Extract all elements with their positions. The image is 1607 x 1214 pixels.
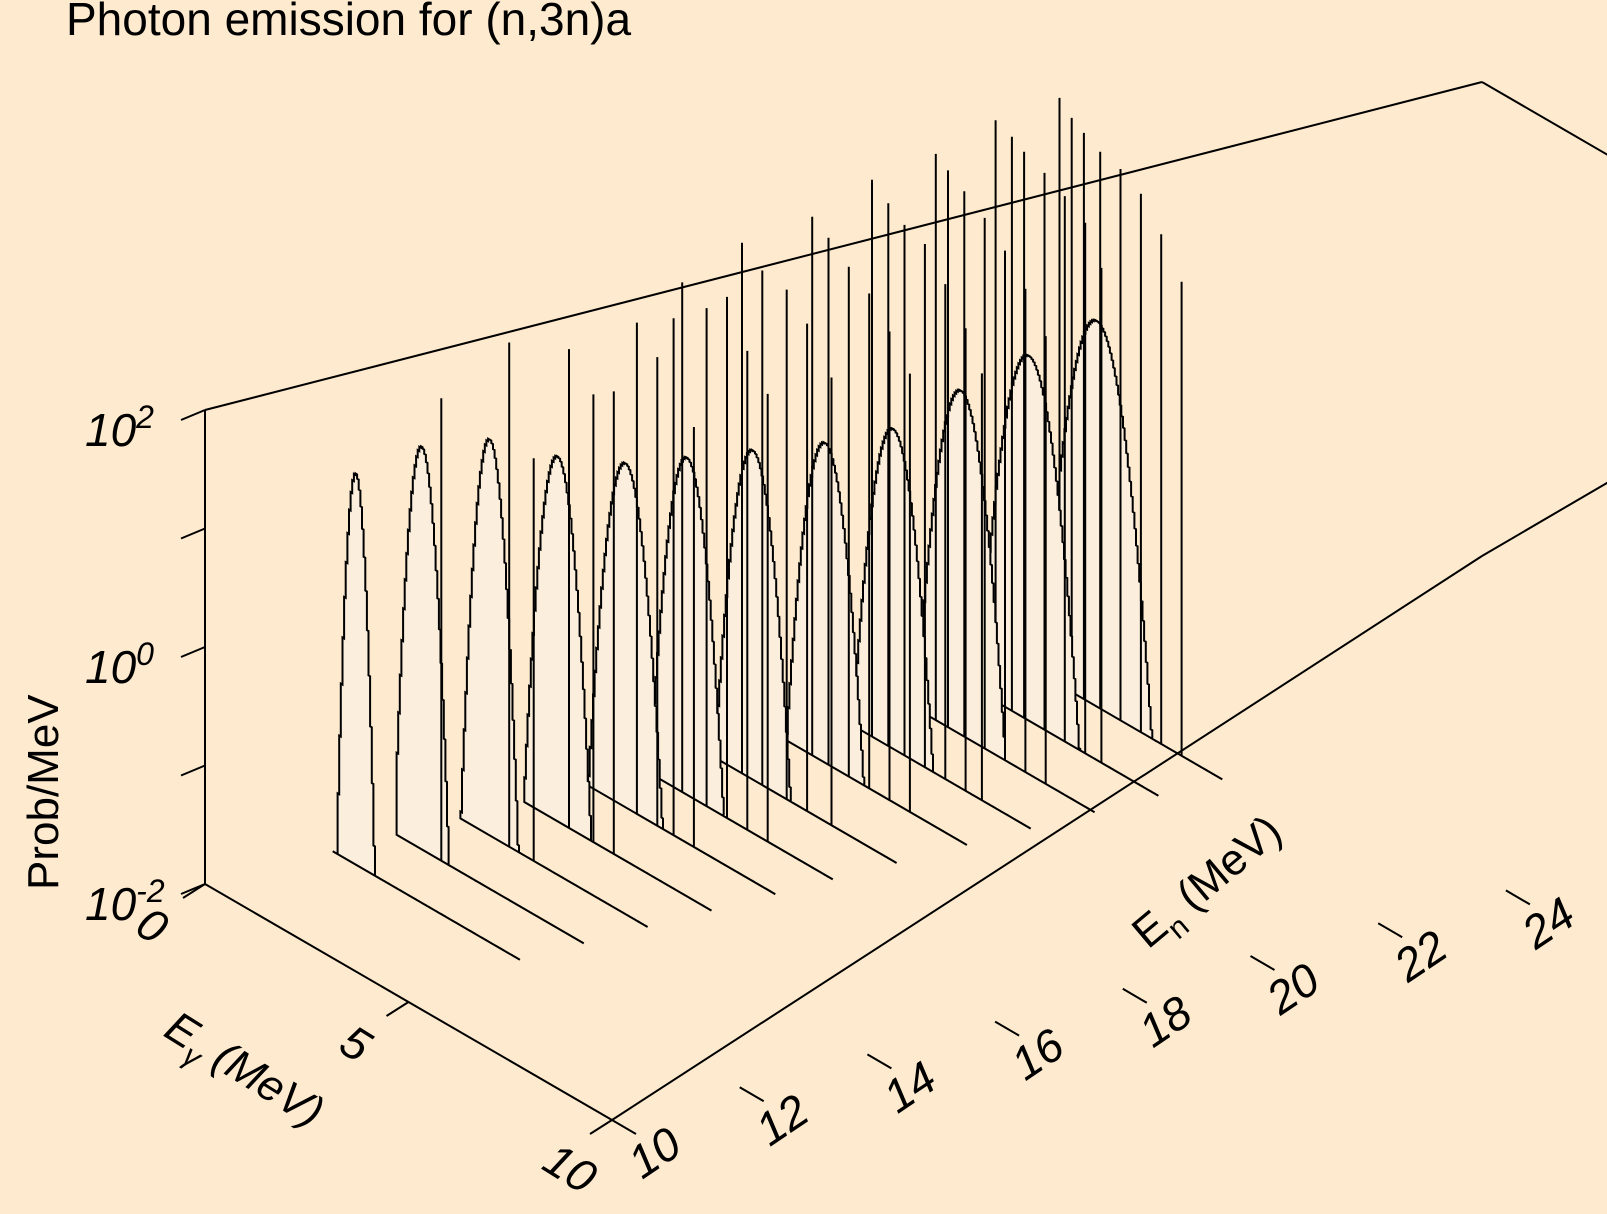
spectrum-area (587, 460, 776, 896)
z-tick-label: 100 (85, 636, 154, 693)
y-axis-line (611, 555, 1483, 1121)
z-tick-label: 102 (85, 399, 154, 456)
y-tick (866, 1053, 892, 1070)
z-minor-tick (180, 527, 206, 540)
x-tick-label: 5 (331, 1014, 381, 1072)
spectrum-area (523, 454, 713, 912)
chart-title: Photon emission for (n,3n)a (66, 0, 632, 45)
spectrum-en-16.9 (645, 282, 834, 881)
spectrum-area (645, 455, 834, 881)
x-tick (589, 1119, 613, 1135)
z-tick (180, 646, 206, 658)
x-tick-label: 10 (535, 1132, 606, 1203)
x-tick (385, 1001, 410, 1017)
spectrum-en-16 (587, 318, 776, 896)
y-tick-label: 16 (1002, 1018, 1074, 1090)
back-wall-top-edge (204, 81, 1483, 411)
z-axis-label: Prob/MeV (19, 694, 68, 890)
y-tick-label: 12 (746, 1084, 818, 1156)
spectrum-en-13 (395, 398, 585, 945)
y-tick (611, 1119, 637, 1135)
z-tick (180, 409, 206, 421)
spectrum-area (708, 448, 898, 864)
spectrum-en-12 (332, 471, 521, 961)
spectrum-area (395, 444, 585, 945)
y-tick-label: 10 (619, 1116, 691, 1188)
y-tick-label: 14 (874, 1051, 946, 1123)
spectrum-area (459, 436, 649, 928)
spectrum-area (332, 471, 521, 961)
y-axis-label: En (MeV) (1123, 806, 1297, 965)
spectrum-en-22 (970, 120, 1159, 797)
y-tick-label: 20 (1256, 952, 1329, 1025)
spectrum-en-17.9 (708, 242, 898, 864)
y-tick (994, 1020, 1020, 1037)
y-tick (1122, 987, 1148, 1004)
y-tick-label: 24 (1512, 887, 1584, 959)
spectrum-en-19 (779, 216, 968, 846)
back-wall-corner-edge (1481, 81, 1607, 156)
spectrum-area (1034, 318, 1223, 781)
y-tick (1249, 955, 1276, 971)
z-minor-tick (180, 764, 206, 777)
x-tick (182, 883, 206, 899)
x-axis-label: Eγ (MeV) (152, 1002, 332, 1145)
spectrum-en-14 (459, 342, 649, 928)
right-wall-edge (1481, 481, 1607, 557)
y-tick (1377, 922, 1403, 939)
y-tick (1505, 889, 1531, 906)
y-tick-label: 22 (1384, 920, 1456, 992)
y-tick (739, 1086, 765, 1103)
y-tick-label: 18 (1129, 985, 1201, 1057)
spectrum-en-15 (523, 349, 713, 912)
